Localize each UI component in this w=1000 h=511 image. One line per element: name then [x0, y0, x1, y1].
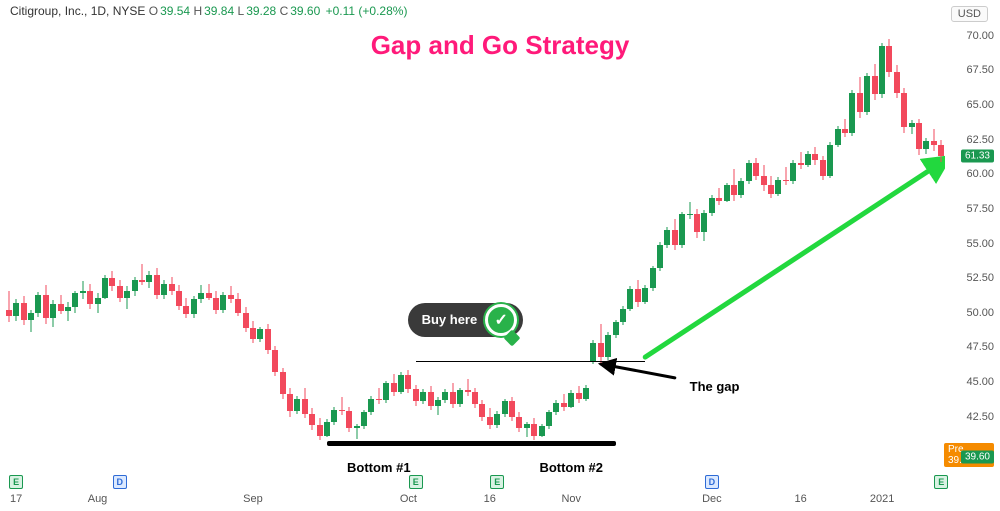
- dividend-marker-icon[interactable]: D: [113, 475, 127, 489]
- y-tick: 57.50: [966, 203, 994, 215]
- chart-header: Citigroup, Inc., 1D, NYSE O39.54 H39.84 …: [10, 4, 407, 18]
- ohlc-close: 39.60: [290, 4, 320, 18]
- ohlc-low: 39.28: [246, 4, 276, 18]
- y-tick: 65.00: [966, 99, 994, 111]
- bottom1-label: Bottom #1: [347, 460, 411, 475]
- currency-badge[interactable]: USD: [951, 6, 988, 22]
- x-tick: Dec: [702, 493, 722, 505]
- x-tick: 2021: [870, 493, 894, 505]
- buy-here-badge: Buy here✓: [408, 303, 524, 337]
- x-tick: Aug: [88, 493, 108, 505]
- y-axis: 70.00 67.50 65.00 62.50 60.00 57.50 55.00 52.50…: [944, 22, 994, 472]
- y-tick: 52.50: [966, 272, 994, 284]
- bottom2-label: Bottom #2: [539, 460, 603, 475]
- buy-here-label: Buy here: [422, 312, 478, 327]
- y-tick: 55.00: [966, 238, 994, 250]
- x-tick: 17: [10, 493, 22, 505]
- chart-plot-area[interactable]: Bottom #1 Bottom #2 The gap Buy here✓: [5, 22, 945, 472]
- y-tick: 62.50: [966, 134, 994, 146]
- chart-root: Citigroup, Inc., 1D, NYSE O39.54 H39.84 …: [0, 0, 1000, 511]
- ohlc-change: +0.11 (+0.28%): [326, 4, 408, 18]
- price-tag: 61.33: [961, 149, 994, 162]
- earnings-marker-icon[interactable]: E: [934, 475, 948, 489]
- earnings-marker-icon[interactable]: E: [9, 475, 23, 489]
- gap-label: The gap: [690, 379, 740, 394]
- dividend-marker-icon[interactable]: D: [705, 475, 719, 489]
- earnings-marker-icon[interactable]: E: [409, 475, 423, 489]
- y-tick: 47.50: [966, 341, 994, 353]
- price-tag: 39.60: [961, 450, 994, 463]
- y-tick: 60.00: [966, 168, 994, 180]
- ohlc-high: 39.84: [204, 4, 234, 18]
- x-axis: 17 Aug Sep Oct 16 Nov Dec 16 2021 E D E E D E: [5, 477, 945, 507]
- ohlc-open: 39.54: [160, 4, 190, 18]
- y-tick: 70.00: [966, 30, 994, 42]
- x-tick: Nov: [561, 493, 581, 505]
- earnings-marker-icon[interactable]: E: [490, 475, 504, 489]
- support-line: [327, 441, 616, 446]
- gap-line: [416, 361, 645, 362]
- x-tick: Sep: [243, 493, 263, 505]
- symbol-label: Citigroup, Inc., 1D, NYSE: [10, 4, 145, 18]
- y-tick: 50.00: [966, 307, 994, 319]
- x-tick: 16: [484, 493, 496, 505]
- x-tick: Oct: [400, 493, 417, 505]
- y-tick: 42.50: [966, 411, 994, 423]
- y-tick: 45.00: [966, 376, 994, 388]
- y-tick: 67.50: [966, 64, 994, 76]
- x-tick: 16: [795, 493, 807, 505]
